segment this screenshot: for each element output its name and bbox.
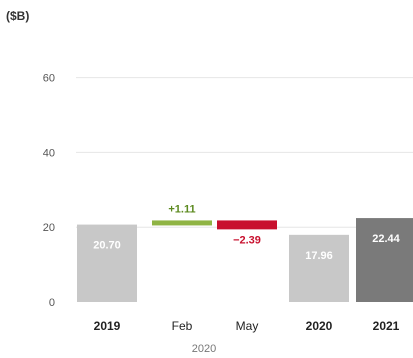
x-category-label: Feb [172, 319, 193, 333]
value-label: 17.96 [305, 250, 333, 262]
value-label: +1.11 [168, 203, 195, 215]
x-axis-categories: 2019 Feb May 2020 2021 [94, 319, 400, 333]
y-tick-label: 40 [43, 147, 55, 159]
bars [77, 218, 413, 302]
x-group-label: 2020 [192, 343, 216, 355]
value-label: −2.39 [233, 234, 261, 246]
value-labels: 20.70 +1.11 −2.39 17.96 22.44 [93, 203, 400, 261]
x-category-label: May [236, 319, 259, 333]
bar-2021 [356, 218, 413, 302]
bar-May [217, 220, 277, 230]
bar-2020 [289, 234, 349, 302]
value-label: 22.44 [372, 233, 400, 245]
y-tick-label: 20 [43, 222, 55, 234]
y-tick-label: 60 [43, 73, 55, 85]
x-category-label: 2019 [94, 319, 121, 333]
x-category-label: 2020 [306, 319, 333, 333]
grid [76, 77, 413, 228]
y-tick-label: 0 [49, 297, 55, 309]
value-label: 20.70 [93, 240, 121, 252]
bar-2019 [77, 224, 137, 302]
y-axis-ticks: 60 40 20 0 [43, 73, 55, 309]
unit-label: ($B) [6, 9, 29, 23]
x-category-label: 2021 [373, 319, 400, 333]
bar-Feb [152, 220, 212, 226]
